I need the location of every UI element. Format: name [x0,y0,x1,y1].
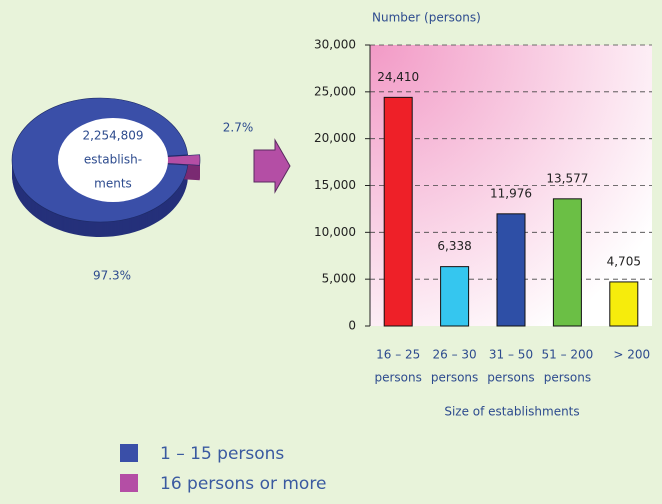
x-tick-label: persons [487,371,534,385]
y-tick-label: 30,000 [314,38,356,52]
value-label: 4,705 [607,254,641,268]
center-label: 2,254,809 [82,129,143,143]
legend-swatch [120,474,138,492]
value-label: 13,577 [546,171,588,185]
value-label: 11,976 [490,186,532,200]
x-tick-label: persons [375,371,422,385]
x-tick-label: 26 – 30 [433,348,477,362]
bar [383,96,413,327]
x-tick-label: persons [431,371,478,385]
x-tick-label: > 200 [613,348,650,362]
bar [440,266,470,327]
x-axis-label: Size of establishments [444,405,579,419]
legend-label: 16 persons or more [160,474,326,494]
x-tick-label: 31 – 50 [489,348,533,362]
legend-swatch [120,444,138,462]
value-label: 24,410 [377,70,419,84]
y-tick-label: 20,000 [314,131,356,145]
arrow [253,138,291,194]
bar [609,281,639,327]
pie-value-label: 97.3% [93,269,131,283]
y-tick-label: 15,000 [314,178,356,192]
value-label: 6,338 [437,239,471,253]
bar [496,213,526,327]
y-tick-label: 5,000 [322,272,356,286]
legend-label: 1 – 15 persons [160,444,284,464]
bar [552,198,582,327]
x-tick-label: 16 – 25 [376,348,420,362]
x-tick-label: persons [544,371,591,385]
center-label: establish- [84,153,142,167]
y-tick-label: 10,000 [314,225,356,239]
y-tick-label: 0 [348,319,356,333]
y-tick-label: 25,000 [314,84,356,98]
center-label-background [58,118,168,202]
center-label: ments [94,177,132,191]
pie-value-label: 2.7% [223,121,254,135]
x-tick-label: 51 – 200 [541,348,593,362]
y-axis-label: Number (persons) [372,11,481,25]
